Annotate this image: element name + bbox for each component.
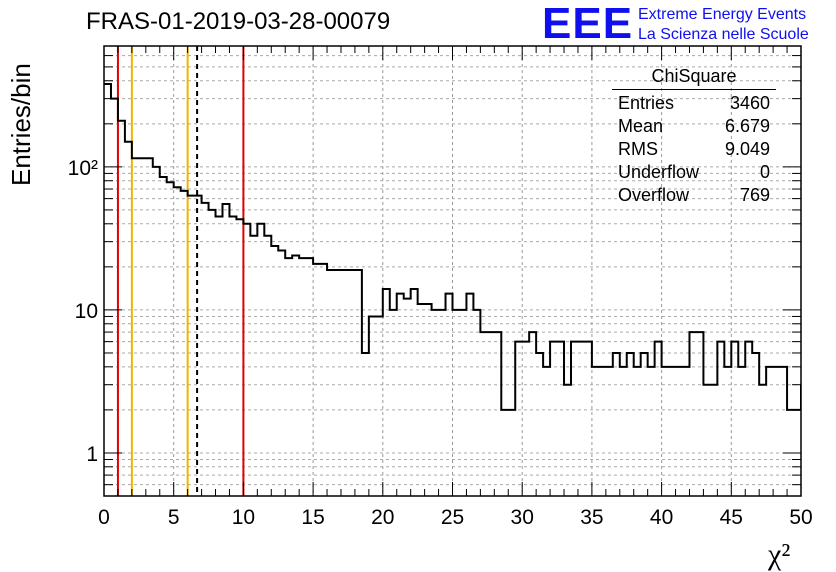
run-title: FRAS-01-2019-03-28-00079 (86, 8, 391, 35)
stats-box: ChiSquare Entries 3460 Mean 6.679 RMS 9.… (612, 66, 776, 208)
y-tick-label: 10 (75, 300, 98, 323)
logo-mark: EEE (542, 0, 634, 48)
stats-value: 9.049 (724, 139, 770, 159)
tick-labels: 0 5 10 15 20 25 30 35 40 45 50 1 10 10² (68, 157, 813, 529)
logo-line-2: La Scienza nelle Scuole (638, 26, 809, 43)
stats-value: 6.679 (724, 116, 770, 136)
x-tick-label: 15 (301, 506, 324, 529)
reference-lines (116, 46, 245, 496)
x-tick-label: 45 (720, 506, 743, 529)
x-tick-label: 50 (789, 506, 812, 529)
stats-row-overflow: Overflow 769 (612, 185, 776, 208)
stats-label: RMS (618, 139, 658, 159)
x-tick-label: 25 (441, 506, 464, 529)
x-tick-label: 30 (511, 506, 534, 529)
stats-label: Underflow (618, 162, 700, 182)
y-tick-label: 1 (86, 443, 98, 466)
stats-label: Entries (618, 93, 675, 113)
stats-row-entries: Entries 3460 (612, 93, 776, 116)
histogram-line (104, 82, 801, 411)
x-tick-label: 5 (168, 506, 180, 529)
axis-ticks (103, 45, 802, 497)
logo-line-1: Extreme Energy Events (638, 6, 807, 23)
x-tick-label: 0 (98, 506, 110, 529)
x-tick-label: 20 (371, 506, 394, 529)
stats-row-underflow: Underflow 0 (612, 162, 776, 185)
stats-title: ChiSquare (612, 66, 776, 90)
x-tick-label: 35 (580, 506, 603, 529)
stats-value: 0 (759, 162, 770, 182)
stats-label: Overflow (618, 185, 690, 205)
stats-row-rms: RMS 9.049 (612, 139, 776, 162)
x-tick-label: 40 (650, 506, 673, 529)
stats-label: Mean (618, 116, 664, 136)
stats-row-mean: Mean 6.679 (612, 116, 776, 139)
x-axis-label: χ² (768, 538, 791, 571)
x-tick-label: 10 (232, 506, 255, 529)
y-tick-label: 10² (68, 157, 98, 180)
y-axis-label: Entries/bin (6, 63, 36, 186)
stats-value: 3460 (729, 93, 770, 113)
stats-value: 769 (739, 185, 770, 205)
